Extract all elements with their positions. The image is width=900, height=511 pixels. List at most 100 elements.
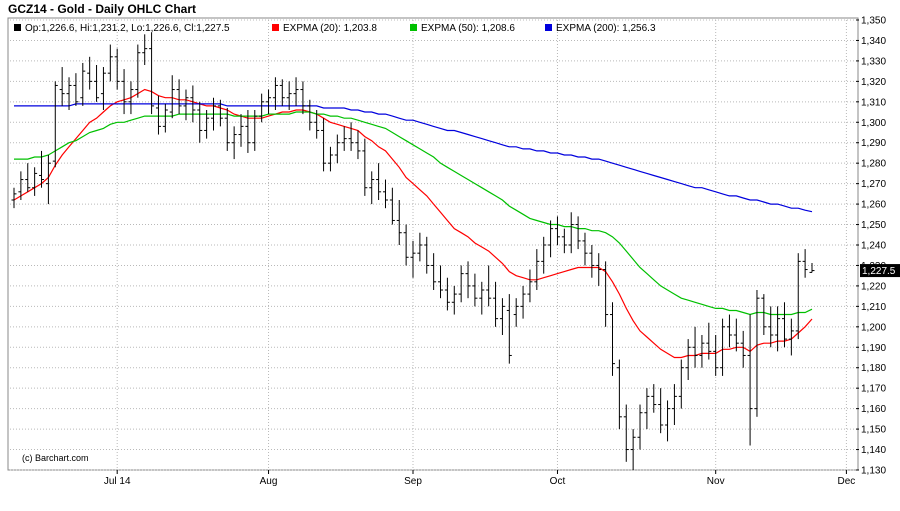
grid: [10, 19, 856, 471]
ohlc-bar: [334, 134, 340, 164]
ohlc-bar: [802, 249, 808, 278]
ohlc-bar: [362, 138, 368, 196]
ohlc-bar: [589, 245, 595, 278]
ohlc-bar: [66, 77, 72, 110]
legend: Op:1,226.6, Hi:1,231.2, Lo:1,226.6, Cl:1…: [14, 23, 656, 34]
ohlc-bar: [431, 253, 437, 290]
ohlc-bar: [18, 171, 24, 200]
ohlc-bar: [100, 67, 106, 110]
ohlc-bar: [733, 318, 739, 352]
y-tick-label: 1,300: [861, 118, 886, 129]
ohlc-bar: [561, 228, 567, 254]
ohlc-bar: [307, 99, 313, 131]
y-axis: 1,130 1,140 1,150 1,160 1,170 1,180 1,190 1,200…: [856, 16, 886, 477]
ohlc-bar: [781, 302, 787, 348]
y-tick-label: 1,130: [861, 466, 886, 477]
ohlc-bar: [788, 318, 794, 356]
y-tick-label: 1,270: [861, 179, 886, 190]
ohlc-bar: [128, 81, 134, 115]
x-tick-label: Oct: [550, 476, 566, 487]
ohlc-bar: [396, 200, 402, 245]
ohlc-bar: [300, 81, 306, 115]
ohlc-bar: [369, 171, 375, 205]
y-tick-label: 1,170: [861, 384, 886, 395]
x-tick-label: Sep: [404, 476, 422, 487]
ohlc-bar: [520, 285, 526, 319]
ohlc-bar: [541, 236, 547, 274]
ohlc-bar: [348, 122, 354, 151]
ohlc-bar: [107, 44, 113, 82]
legend-swatch: [410, 24, 417, 31]
ohlc-bar: [252, 110, 258, 151]
legend-label: EXPMA (200): 1,256.3: [556, 23, 656, 34]
ohlc-bar: [658, 388, 664, 434]
ohlc-bar: [52, 81, 58, 168]
last-price-marker: 1,227.5: [860, 264, 900, 278]
ohlc-bar: [726, 314, 732, 348]
ohlc-bar: [245, 110, 251, 153]
watermark: (c) Barchart.com: [22, 453, 89, 463]
ohlc-bar: [479, 281, 485, 315]
ohlc-bar: [266, 89, 272, 115]
ohlc-bar: [616, 359, 622, 430]
ohlc-bar: [321, 118, 327, 172]
y-tick-label: 1,330: [861, 56, 886, 67]
ohlc-bar: [259, 93, 265, 123]
ohlc-bar: [499, 298, 505, 335]
ohlc-bar: [155, 95, 161, 135]
ohlc-bar: [513, 298, 519, 327]
ohlc-bar: [149, 32, 155, 115]
ohlc-bar: [114, 48, 120, 90]
last-price-label: 1,227.5: [862, 266, 896, 277]
x-tick-label: Dec: [837, 476, 855, 487]
y-tick-label: 1,280: [861, 159, 886, 170]
ohlc-bar: [183, 89, 189, 121]
ohlc-bar: [327, 146, 333, 172]
ohlc-bar: [389, 187, 395, 225]
ohlc-bar: [596, 253, 602, 286]
ohlc-bar: [568, 212, 574, 254]
y-tick-label: 1,310: [861, 97, 886, 108]
y-tick-label: 1,290: [861, 138, 886, 149]
ohlc-bar: [87, 56, 93, 90]
ohlc-bar: [761, 294, 767, 335]
ohlc-bar: [32, 167, 38, 196]
y-tick-label: 1,220: [861, 281, 886, 292]
legend-label: EXPMA (20): 1,203.8: [283, 23, 377, 34]
y-tick-label: 1,210: [861, 302, 886, 313]
ohlc-bar: [720, 318, 726, 376]
ohlc-bar: [382, 179, 388, 209]
ohlc-bar: [169, 75, 175, 119]
ohlc-bar: [554, 216, 560, 245]
ohlc-bar: [458, 265, 464, 303]
ohlc-bar: [25, 163, 31, 192]
x-tick-label: Aug: [260, 476, 278, 487]
ema50-line: [14, 111, 813, 316]
ohlc-bar: [80, 62, 86, 106]
ohlc-bar: [224, 107, 230, 151]
x-tick-label: Jul 14: [104, 476, 131, 487]
ohlc-bar: [472, 273, 478, 307]
ohlc-bar: [410, 240, 416, 278]
ohlc-bar: [699, 335, 705, 368]
legend-label: EXPMA (50): 1,208.6: [421, 23, 515, 34]
ohlc-bar: [775, 306, 781, 352]
ohlc-bar: [548, 220, 554, 258]
ohlc-bar: [740, 330, 746, 368]
y-tick-label: 1,160: [861, 404, 886, 415]
ohlc-bar: [603, 261, 609, 327]
ohlc-bar: [279, 79, 285, 106]
x-axis: Jul 14 Aug Sep Oct Nov Dec: [104, 470, 855, 487]
ohlc-bar: [162, 103, 168, 133]
ohlc-bar: [809, 263, 815, 273]
ohlc-bar: [286, 81, 292, 110]
ohlc-bar: [376, 163, 382, 200]
ema200-line: [14, 103, 813, 213]
ohlc-bar: [506, 294, 512, 364]
ohlc-bar: [293, 77, 299, 106]
ohlc-bar: [637, 404, 643, 450]
ohlc-bar: [176, 79, 182, 115]
ohlc-bar: [706, 322, 712, 360]
ohlc-bar: [142, 34, 148, 65]
ohlc-bar: [272, 77, 278, 110]
